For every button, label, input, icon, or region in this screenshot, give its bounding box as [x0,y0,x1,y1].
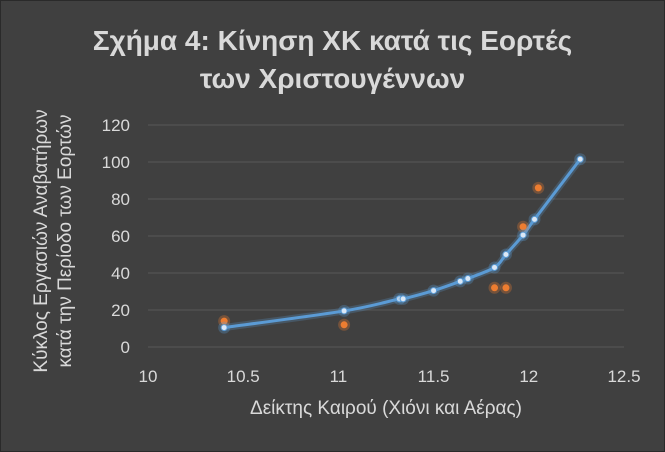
chart-title-line-1: Σχήμα 4: Κίνηση ΧΚ κατά τις Εορτές [92,25,573,56]
y-tick-label: 20 [111,301,130,320]
chart-title: Σχήμα 4: Κίνηση ΧΚ κατά τις Εορτές των Χ… [0,22,665,98]
observed-point [519,223,527,231]
x-tick-label: 10.5 [227,367,260,386]
y-tick-label: 0 [121,338,130,357]
y-tick-label: 120 [102,116,130,135]
y-tick-label: 100 [102,153,130,172]
x-tick-label: 12 [519,367,538,386]
fitted-point [399,295,407,303]
fitted-point [576,155,584,163]
observed-point [491,284,499,292]
fitted-point [430,287,438,295]
fitted-point [340,307,348,315]
x-tick-label: 10 [139,367,158,386]
observed-point [534,184,542,192]
fitted-point [519,231,527,239]
y-tick-label: 60 [111,227,130,246]
fitted-point [464,275,472,283]
x-axis-label: Δείκτης Καιρού (Χιόνι και Αέρας) [250,398,522,419]
x-tick-label: 12.5 [607,367,640,386]
chart-title-line-2: των Χριστουγέννων [199,63,466,94]
observed-point [340,321,348,329]
x-tick-label: 11.5 [418,367,450,386]
y-tick-label: 40 [111,264,130,283]
fitted-point [491,263,499,271]
fitted-point [531,215,539,223]
fitted-point [220,324,228,332]
y-tick-label: 80 [111,190,130,209]
x-tick-label: 11 [330,367,348,386]
fitted-point [502,251,510,258]
observed-point [502,284,510,292]
fitted-point [456,277,464,285]
